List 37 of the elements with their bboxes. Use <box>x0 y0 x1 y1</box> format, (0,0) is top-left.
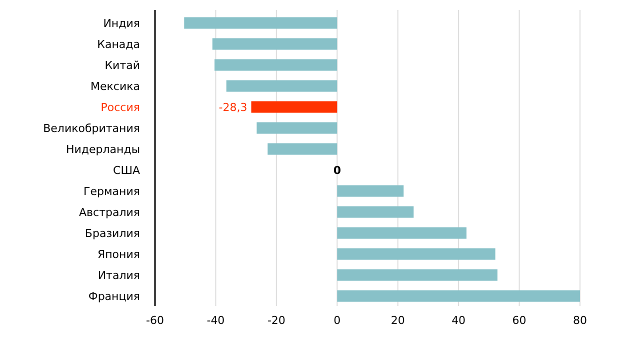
x-tick-label: 0 <box>334 314 341 327</box>
bar <box>337 269 498 281</box>
x-tick-label: -40 <box>206 314 225 327</box>
y-tick-label: Бразилия <box>84 226 140 240</box>
y-tick-label: США <box>113 164 140 177</box>
y-tick-label: Германия <box>84 184 140 198</box>
x-tick-label: 20 <box>390 314 405 327</box>
x-tick-label: 60 <box>512 314 526 327</box>
x-tick-label: 80 <box>573 314 587 327</box>
y-tick-label: Китай <box>104 58 140 72</box>
x-tick-label: -60 <box>146 314 164 327</box>
bar <box>256 122 338 134</box>
bar <box>337 290 580 302</box>
bar <box>184 17 338 29</box>
y-tick-label: Япония <box>97 248 140 261</box>
y-tick-label: Нидерланды <box>66 142 140 156</box>
bar <box>337 248 496 260</box>
bar <box>212 38 338 50</box>
bar <box>337 227 466 239</box>
y-tick-label: Мексика <box>90 80 140 93</box>
bar <box>337 206 414 218</box>
y-tick-label: Италия <box>98 268 140 282</box>
y-tick-label: Франция <box>88 290 140 303</box>
data-label: 0 <box>333 164 342 177</box>
y-tick-label: Канада <box>97 38 140 51</box>
x-tick-label: 40 <box>452 314 466 327</box>
bar <box>251 101 338 113</box>
y-tick-label: Индия <box>103 16 140 30</box>
y-tick-label: Австралия <box>79 206 140 219</box>
y-tick-label: Россия <box>100 100 140 114</box>
x-tick-label: -20 <box>267 314 286 327</box>
bar <box>268 143 338 155</box>
y-tick-label: Великобритания <box>43 122 140 135</box>
bar <box>214 59 338 71</box>
bar <box>226 80 338 92</box>
bar <box>337 185 404 197</box>
data-label: -28,3 <box>218 100 248 114</box>
